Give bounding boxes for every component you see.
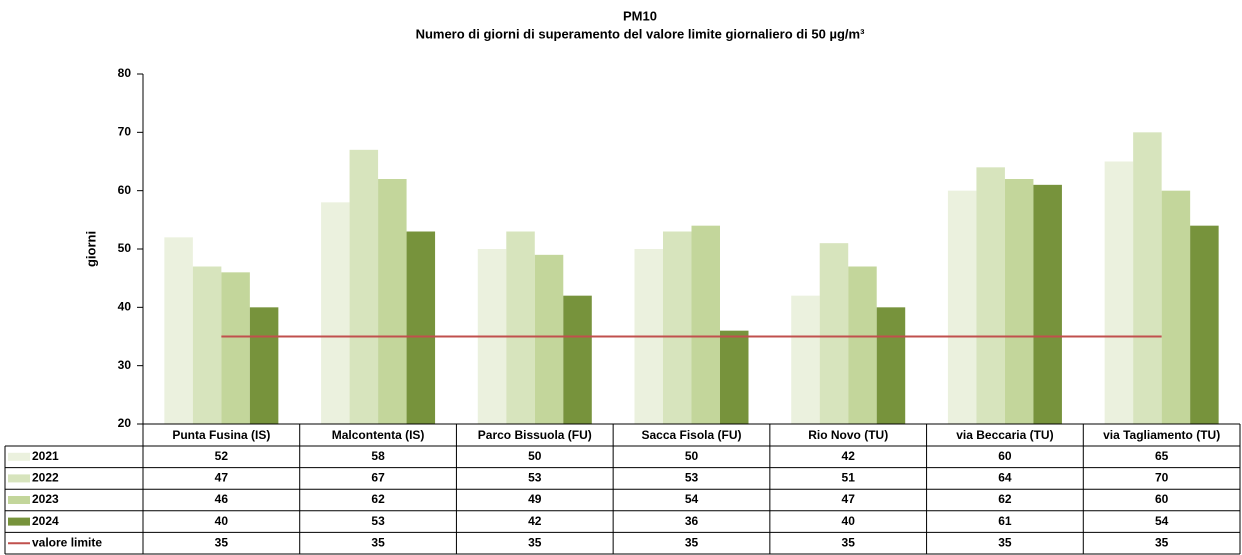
table-cell: 35 bbox=[371, 535, 385, 549]
bar bbox=[563, 295, 592, 424]
table-cell: 52 bbox=[215, 449, 229, 463]
table-cell: 47 bbox=[215, 471, 229, 485]
bar bbox=[876, 307, 906, 424]
chart-subtitle: Numero di giorni di superamento del valo… bbox=[416, 26, 866, 41]
table-cell: 50 bbox=[528, 449, 542, 463]
bar bbox=[848, 266, 877, 424]
bar bbox=[406, 231, 436, 424]
table-cell: 47 bbox=[842, 492, 856, 506]
x-tick-label: via Beccaria (TU) bbox=[956, 428, 1053, 442]
x-tick-label: Parco Bissuola (FU) bbox=[478, 428, 592, 442]
bar bbox=[1033, 184, 1062, 424]
table-cell: 40 bbox=[842, 514, 856, 528]
bar bbox=[1004, 179, 1034, 424]
bar bbox=[192, 266, 222, 424]
legend-label: valore limite bbox=[32, 535, 102, 549]
x-tick-label: Punta Fusina (IS) bbox=[172, 428, 270, 442]
legend-key bbox=[8, 452, 30, 461]
table-cell: 60 bbox=[1155, 492, 1169, 506]
table-cell: 46 bbox=[215, 492, 229, 506]
x-tick-label: via Tagliamento (TU) bbox=[1103, 428, 1220, 442]
y-tick-label: 60 bbox=[118, 183, 132, 197]
table-cell: 35 bbox=[528, 535, 542, 549]
bar bbox=[349, 149, 379, 425]
x-tick-label: Sacca Fisola (FU) bbox=[641, 428, 741, 442]
table-cell: 65 bbox=[1155, 449, 1169, 463]
table-cell: 62 bbox=[998, 492, 1012, 506]
bar bbox=[791, 295, 820, 424]
table-cell: 42 bbox=[842, 449, 856, 463]
bar bbox=[691, 225, 720, 424]
table-cell: 49 bbox=[528, 492, 542, 506]
table-cell: 60 bbox=[998, 449, 1012, 463]
bar bbox=[1104, 161, 1134, 424]
legend-label: 2021 bbox=[32, 449, 59, 463]
y-axis-label: giorni bbox=[83, 231, 98, 267]
bar bbox=[1133, 132, 1162, 425]
table-cell: 67 bbox=[371, 471, 385, 485]
legend-label: 2024 bbox=[32, 514, 59, 528]
bar bbox=[506, 231, 535, 424]
table-cell: 35 bbox=[842, 535, 856, 549]
table-cell: 40 bbox=[215, 514, 229, 528]
bar bbox=[976, 167, 1005, 425]
table-cell: 51 bbox=[842, 471, 856, 485]
legend-label: 2023 bbox=[32, 492, 59, 506]
table-cell: 35 bbox=[1155, 535, 1169, 549]
x-tick-label: Malcontenta (IS) bbox=[332, 428, 425, 442]
bar bbox=[378, 179, 407, 424]
table-cell: 61 bbox=[998, 514, 1012, 528]
y-tick-label: 30 bbox=[118, 358, 132, 372]
table-cell: 35 bbox=[998, 535, 1012, 549]
table-cell: 53 bbox=[685, 471, 699, 485]
chart-title: PM10 bbox=[623, 8, 657, 23]
table-cell: 70 bbox=[1155, 471, 1169, 485]
table-cell: 54 bbox=[1155, 514, 1169, 528]
table-cell: 64 bbox=[998, 471, 1012, 485]
table-cell: 35 bbox=[685, 535, 699, 549]
table-cell: 54 bbox=[685, 492, 699, 506]
table-cell: 58 bbox=[371, 449, 385, 463]
table-cell: 36 bbox=[685, 514, 699, 528]
bar bbox=[720, 330, 749, 424]
bar bbox=[947, 190, 977, 424]
legend-key bbox=[8, 474, 30, 483]
table-cell: 35 bbox=[215, 535, 229, 549]
bar bbox=[249, 307, 279, 424]
y-tick-label: 70 bbox=[118, 125, 132, 139]
legend-label: 2022 bbox=[32, 471, 59, 485]
table-cell: 62 bbox=[371, 492, 385, 506]
bar bbox=[1190, 225, 1219, 424]
legend-key bbox=[8, 517, 30, 526]
legend-key bbox=[8, 496, 30, 504]
table-cell: 50 bbox=[685, 449, 699, 463]
bar bbox=[221, 272, 250, 424]
bar bbox=[534, 254, 564, 424]
x-tick-label: Rio Novo (TU) bbox=[808, 428, 888, 442]
table-cell: 53 bbox=[371, 514, 385, 528]
bar bbox=[819, 243, 849, 424]
bar bbox=[663, 231, 692, 424]
bar bbox=[1161, 190, 1191, 424]
table-cell: 53 bbox=[528, 471, 542, 485]
bar bbox=[321, 202, 350, 424]
y-tick-label: 20 bbox=[118, 416, 132, 430]
y-tick-label: 40 bbox=[118, 300, 132, 314]
y-tick-label: 50 bbox=[118, 241, 132, 255]
table-cell: 42 bbox=[528, 514, 542, 528]
y-tick-label: 80 bbox=[118, 66, 132, 80]
bar bbox=[164, 237, 193, 424]
